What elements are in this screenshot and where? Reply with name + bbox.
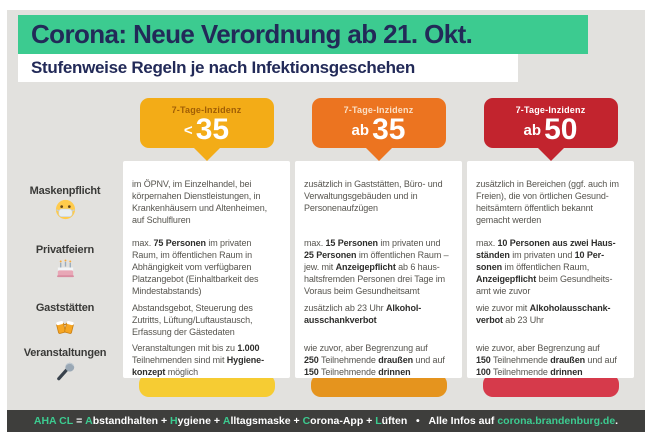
category-label-gaststaetten: Gaststätten: [35, 302, 95, 314]
footer-text: Alle Infos auf: [428, 415, 498, 427]
rule-maskenpflicht: zusätzlich in Gaststätten, Büro- und Verw…: [304, 179, 443, 213]
incidence-label: 7-Tage-Inzidenz: [171, 105, 242, 115]
footer-text: orona-App +: [310, 415, 376, 427]
footer-text: üften: [381, 415, 408, 427]
badge-pointer: [193, 148, 220, 161]
incidence-value: ab 35: [312, 115, 446, 146]
footer-text: A: [85, 415, 93, 427]
incidence-label: 7-Tage-Inzidenz: [343, 105, 414, 115]
incidence-value: <35: [140, 115, 274, 146]
category-row-veranstaltungen: Veranstaltungen: [7, 342, 123, 383]
rule-privatfeiern: max. 75 Personen im privaten Raum, im öff…: [132, 238, 259, 296]
page-subtitle: Stufenweise Regeln je nach Infektionsges…: [31, 58, 415, 77]
footer-link[interactable]: corona.brandenburg.de: [497, 415, 616, 427]
incidence-badge: 7-Tage-Inzidenz <35: [139, 98, 274, 148]
beer-mugs-icon: [7, 315, 123, 339]
category-label-veranstaltungen: Veranstaltungen: [23, 347, 107, 359]
incidence-number: 50: [544, 113, 578, 146]
column-incidence-from-50: 7-Tage-Inzidenz ab 50 zusätzlich in Berei…: [467, 98, 634, 397]
category-row-privatfeiern: Privatfeiern: [7, 237, 123, 302]
incidence-number: 35: [372, 113, 406, 146]
rule-maskenpflicht: im ÖPNV, im Einzelhandel, bei körpernahen…: [132, 179, 267, 225]
footer-text: .: [615, 415, 619, 427]
incidence-value: ab 50: [484, 115, 618, 146]
rules-panel: im ÖPNV, im Einzelhandel, bei körpernahen…: [123, 161, 290, 378]
category-label-maskenpflicht: Maskenpflicht: [29, 185, 101, 197]
incidence-badge: 7-Tage-Inzidenz ab 50: [483, 98, 618, 148]
birthday-cake-icon: [7, 257, 123, 280]
footer-text: AHA CL: [33, 415, 74, 427]
rule-gaststaetten: wie zuvor mit Alkoholausschank-verbot ab…: [476, 303, 611, 325]
category-row-gaststaetten: Gaststätten: [7, 302, 123, 342]
rules-panel: zusätzlich in Bereichen (ggf. auch im Fre…: [467, 161, 634, 378]
column-incidence-from-35: 7-Tage-Inzidenz ab 35 zusätzlich in Gasts…: [295, 98, 462, 397]
footer-text: C: [302, 415, 311, 427]
incidence-label: 7-Tage-Inzidenz: [515, 105, 586, 115]
microphone-icon: [7, 360, 123, 383]
category-row-maskenpflicht: Maskenpflicht: [7, 178, 123, 237]
footer-text: •: [407, 415, 429, 427]
rules-panel: zusätzlich in Gaststätten, Büro- und Verw…: [295, 161, 462, 378]
rule-gaststaetten: zusätzlich ab 23 Uhr Alkohol-ausschankve…: [304, 303, 422, 325]
rule-veranstaltungen: Veranstaltungen mit bis zu 1.000 Teilnehm…: [132, 343, 264, 377]
incidence-prefix: ab: [523, 122, 542, 139]
category-label-privatfeiern: Privatfeiern: [35, 244, 95, 256]
medical-mask-icon: [7, 198, 123, 221]
footer-text: bstandhalten +: [92, 415, 171, 427]
badge-pointer: [537, 148, 564, 161]
incidence-badge: 7-Tage-Inzidenz ab 35: [311, 98, 446, 148]
rule-privatfeiern: max. 15 Personen im privaten und 25 Perso…: [304, 238, 449, 296]
rule-privatfeiern: max. 10 Personen aus zwei Haus-ständen i…: [476, 238, 616, 296]
column-accent-bar: [310, 374, 447, 397]
footer-text: lltagsmaske +: [230, 415, 303, 427]
footer-text: =: [73, 415, 86, 427]
footer-text: ygiene +: [177, 415, 223, 427]
rule-gaststaetten: Abstandsgebot, Steuerung des Zutritts, Lü…: [132, 303, 253, 337]
incidence-prefix: <: [183, 122, 193, 139]
column-incidence-under-35: 7-Tage-Inzidenz <35 im ÖPNV, im Einzelha…: [123, 98, 290, 397]
column-accent-bar: [482, 374, 619, 397]
column-accent-bar: [138, 374, 275, 397]
footer-text: L: [375, 415, 382, 427]
rule-veranstaltungen: wie zuvor, aber Begrenzung auf 250 Teilne…: [304, 343, 445, 377]
category-gutter: Maskenpflicht Privatfeiern: [7, 178, 123, 383]
incidence-prefix: ab: [351, 122, 370, 139]
title-bar: Corona: Neue Verordnung ab 21. Okt.: [18, 15, 588, 54]
footer-text: A: [222, 415, 231, 427]
badge-pointer: [365, 148, 392, 161]
page-title: Corona: Neue Verordnung ab 21. Okt.: [31, 19, 473, 49]
rule-maskenpflicht: zusätzlich in Bereichen (ggf. auch im Fre…: [476, 179, 619, 225]
incidence-number: 35: [195, 113, 230, 146]
footer-text: H: [170, 415, 178, 427]
subtitle-bar: Stufenweise Regeln je nach Infektionsges…: [18, 54, 518, 82]
rule-veranstaltungen: wie zuvor, aber Begrenzung auf 150 Teilne…: [476, 343, 617, 377]
